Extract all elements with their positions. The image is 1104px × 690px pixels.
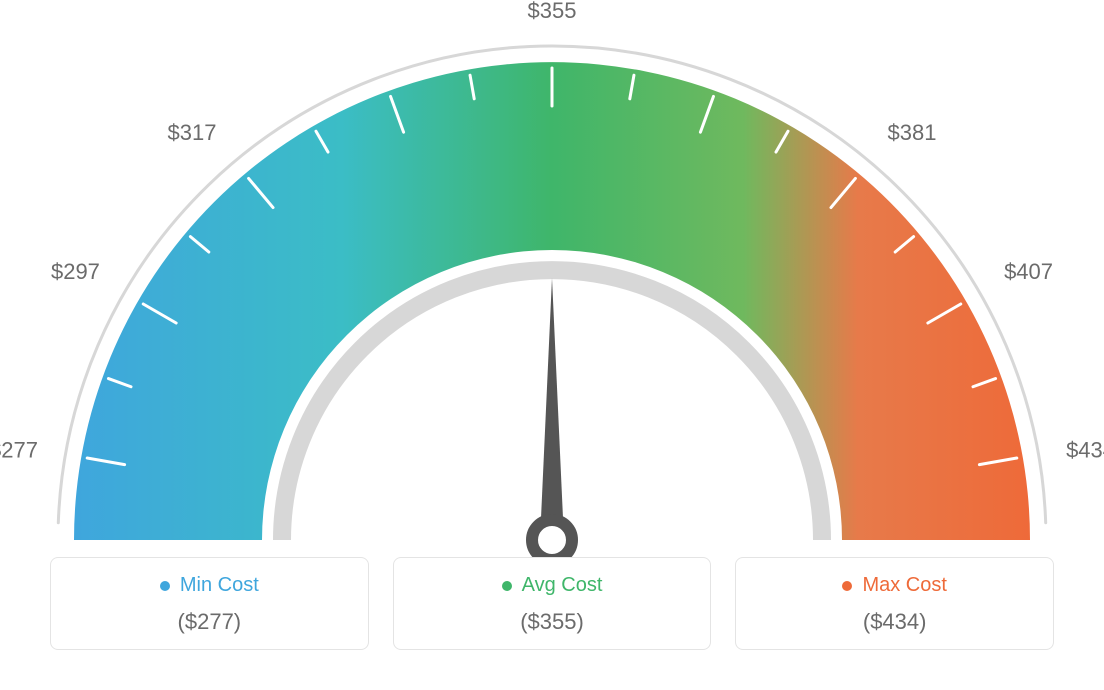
gauge-label: $381 [888, 120, 937, 145]
max-value: ($434) [746, 609, 1043, 635]
gauge-label: $434 [1066, 437, 1104, 462]
avg-cost-card: Avg Cost ($355) [393, 557, 712, 650]
gauge-label: $277 [0, 437, 38, 462]
min-dot [160, 581, 170, 591]
max-dot [842, 581, 852, 591]
avg-dot [502, 581, 512, 591]
needle [540, 278, 564, 540]
gauge-label: $355 [528, 0, 577, 23]
gauge-label: $317 [168, 120, 217, 145]
min-value: ($277) [61, 609, 358, 635]
legend-cards: Min Cost ($277) Avg Cost ($355) Max Cost… [50, 557, 1054, 650]
gauge-label: $407 [1004, 259, 1053, 284]
avg-value: ($355) [404, 609, 701, 635]
avg-label: Avg Cost [522, 574, 603, 597]
max-label: Max Cost [862, 574, 946, 597]
gauge-label: $297 [51, 259, 100, 284]
min-cost-card: Min Cost ($277) [50, 557, 369, 650]
gauge-chart: $277 $297 $317 $355 $381 $407 $434 Min Cost ($… [0, 0, 1104, 690]
needle-hub [532, 520, 572, 560]
min-label: Min Cost [180, 574, 259, 597]
max-cost-card: Max Cost ($434) [735, 557, 1054, 650]
